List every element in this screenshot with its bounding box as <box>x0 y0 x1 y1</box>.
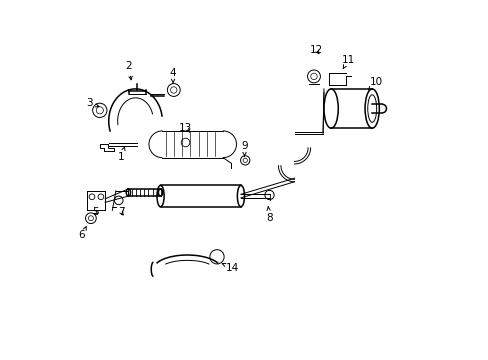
Text: 1: 1 <box>118 147 125 162</box>
Text: 14: 14 <box>222 262 238 273</box>
Text: 8: 8 <box>265 207 272 222</box>
Text: 4: 4 <box>169 68 176 84</box>
Text: 12: 12 <box>309 45 322 55</box>
Text: 7: 7 <box>118 207 124 217</box>
Text: 6: 6 <box>79 227 86 240</box>
Text: 2: 2 <box>125 61 132 80</box>
Text: 11: 11 <box>341 55 354 68</box>
Text: 13: 13 <box>179 123 192 133</box>
Text: 3: 3 <box>85 98 99 108</box>
Text: 9: 9 <box>241 141 247 157</box>
Text: 5: 5 <box>92 207 98 217</box>
Text: 10: 10 <box>368 77 383 90</box>
